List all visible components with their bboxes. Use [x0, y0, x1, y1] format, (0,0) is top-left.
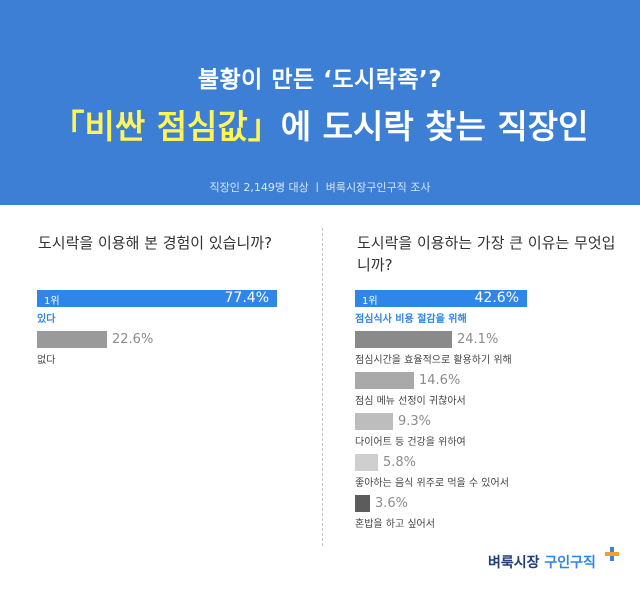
value-label: 42.6%	[474, 290, 519, 306]
bar	[37, 331, 107, 348]
bar	[355, 413, 393, 430]
bar	[355, 372, 414, 389]
chart-2-title: 도시락을 이용하는 가장 큰 이유는 무엇입니까?	[357, 234, 616, 274]
category-label: 점심 메뉴 선정이 귀찮아서	[355, 396, 466, 407]
title-rest: 에 도시락 찾는 직장인	[280, 107, 589, 146]
category-label: 다이어트 등 건강을 위하여	[355, 437, 466, 448]
rank-label: 1위	[44, 296, 60, 307]
category-label: 혼밥을 하고 싶어서	[355, 519, 435, 530]
value-label: 3.6%	[375, 496, 409, 511]
value-label: 77.4%	[224, 290, 269, 306]
brand-logo: 벼룩시장 구인구직	[488, 552, 596, 572]
value-label: 24.1%	[457, 332, 499, 347]
logo-part-1: 벼룩시장	[488, 555, 540, 571]
bar-row: 3.6% 혼밥을 하고 싶어서	[355, 495, 527, 530]
category-label: 점심식사 비용 절감을 위해	[355, 314, 467, 325]
logo-part-2: 구인구직	[544, 555, 596, 571]
category-label: 좋아하는 음식 위주로 먹을 수 있어서	[355, 478, 509, 489]
header-subtitle: 불황이 만든 ‘도시락족’?	[197, 67, 443, 93]
top-bar: 1위 42.6%	[355, 290, 527, 307]
category-label: 없다	[37, 355, 56, 366]
survey-source: 직장인 2,149명 대상 ㅣ 벼룩시장구인구직 조사	[209, 181, 431, 194]
bar-row: 9.3% 다이어트 등 건강을 위하여	[355, 413, 527, 448]
top-bar: 1위 77.4%	[37, 290, 277, 307]
value-label: 14.6%	[419, 373, 461, 388]
value-label: 5.8%	[383, 455, 417, 470]
header-title: 「비싼 점심값」에 도시락 찾는 직장인	[0, 100, 640, 148]
column-divider	[322, 228, 323, 546]
bar-row: 1위 77.4% 있다	[37, 290, 277, 325]
bar-row: 14.6% 점심 메뉴 선정이 귀찮아서	[355, 372, 527, 407]
chart-1-title: 도시락을 이용해 본 경험이 있습니까?	[38, 234, 273, 252]
bar	[355, 454, 378, 471]
rank-label: 1위	[362, 296, 378, 307]
value-label: 9.3%	[398, 414, 432, 429]
bar-row: 5.8% 좋아하는 음식 위주로 먹을 수 있어서	[355, 454, 527, 489]
plus-sparkle-icon	[605, 547, 619, 561]
title-highlight: 「비싼 점심값」	[51, 107, 281, 146]
category-label: 있다	[37, 314, 56, 325]
category-label: 점심시간을 효율적으로 활용하기 위해	[355, 355, 512, 366]
value-label: 22.6%	[112, 332, 154, 347]
bar-row: 24.1% 점심시간을 효율적으로 활용하기 위해	[355, 331, 527, 366]
header-banner: 불황이 만든 ‘도시락족’? 「비싼 점심값」에 도시락 찾는 직장인 직장인 …	[0, 0, 640, 205]
bar-row: 1위 42.6% 점심식사 비용 절감을 위해	[355, 290, 527, 325]
bar-row: 22.6% 없다	[37, 331, 277, 366]
bar	[355, 331, 452, 348]
bar	[355, 495, 370, 512]
